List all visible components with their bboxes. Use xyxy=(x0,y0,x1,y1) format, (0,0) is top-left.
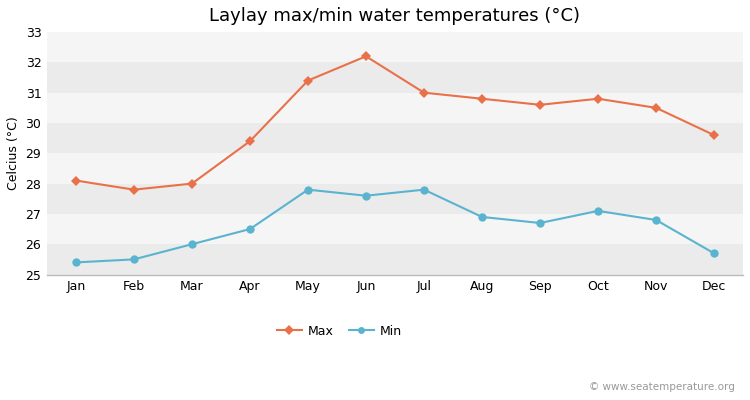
Min xyxy=(245,227,254,232)
Max xyxy=(710,133,718,138)
Max xyxy=(652,106,661,110)
Max xyxy=(536,102,544,107)
Min xyxy=(478,214,487,219)
Bar xyxy=(47,214,743,244)
Legend: Max, Min: Max, Min xyxy=(272,320,407,342)
Line: Max: Max xyxy=(72,52,718,194)
Max xyxy=(188,181,196,186)
Min xyxy=(710,251,718,256)
Bar xyxy=(47,93,743,123)
Bar xyxy=(47,123,743,153)
Bar xyxy=(47,244,743,274)
Bar xyxy=(47,184,743,214)
Max xyxy=(478,96,487,101)
Min xyxy=(188,242,196,247)
Max xyxy=(245,139,254,144)
Max xyxy=(71,178,80,183)
Min xyxy=(419,187,428,192)
Max xyxy=(130,187,139,192)
Max xyxy=(304,78,313,83)
Min xyxy=(130,257,139,262)
Text: © www.seatemperature.org: © www.seatemperature.org xyxy=(590,382,735,392)
Y-axis label: Celcius (°C): Celcius (°C) xyxy=(7,116,20,190)
Bar xyxy=(47,32,743,62)
Min xyxy=(71,260,80,265)
Max xyxy=(362,54,370,59)
Min xyxy=(593,208,602,213)
Bar xyxy=(47,62,743,93)
Min xyxy=(536,221,544,226)
Min xyxy=(652,218,661,222)
Min xyxy=(304,187,313,192)
Max xyxy=(419,90,428,95)
Max xyxy=(593,96,602,101)
Line: Min: Min xyxy=(72,186,718,266)
Title: Laylay max/min water temperatures (°C): Laylay max/min water temperatures (°C) xyxy=(209,7,580,25)
Min xyxy=(362,193,370,198)
Bar xyxy=(47,153,743,184)
